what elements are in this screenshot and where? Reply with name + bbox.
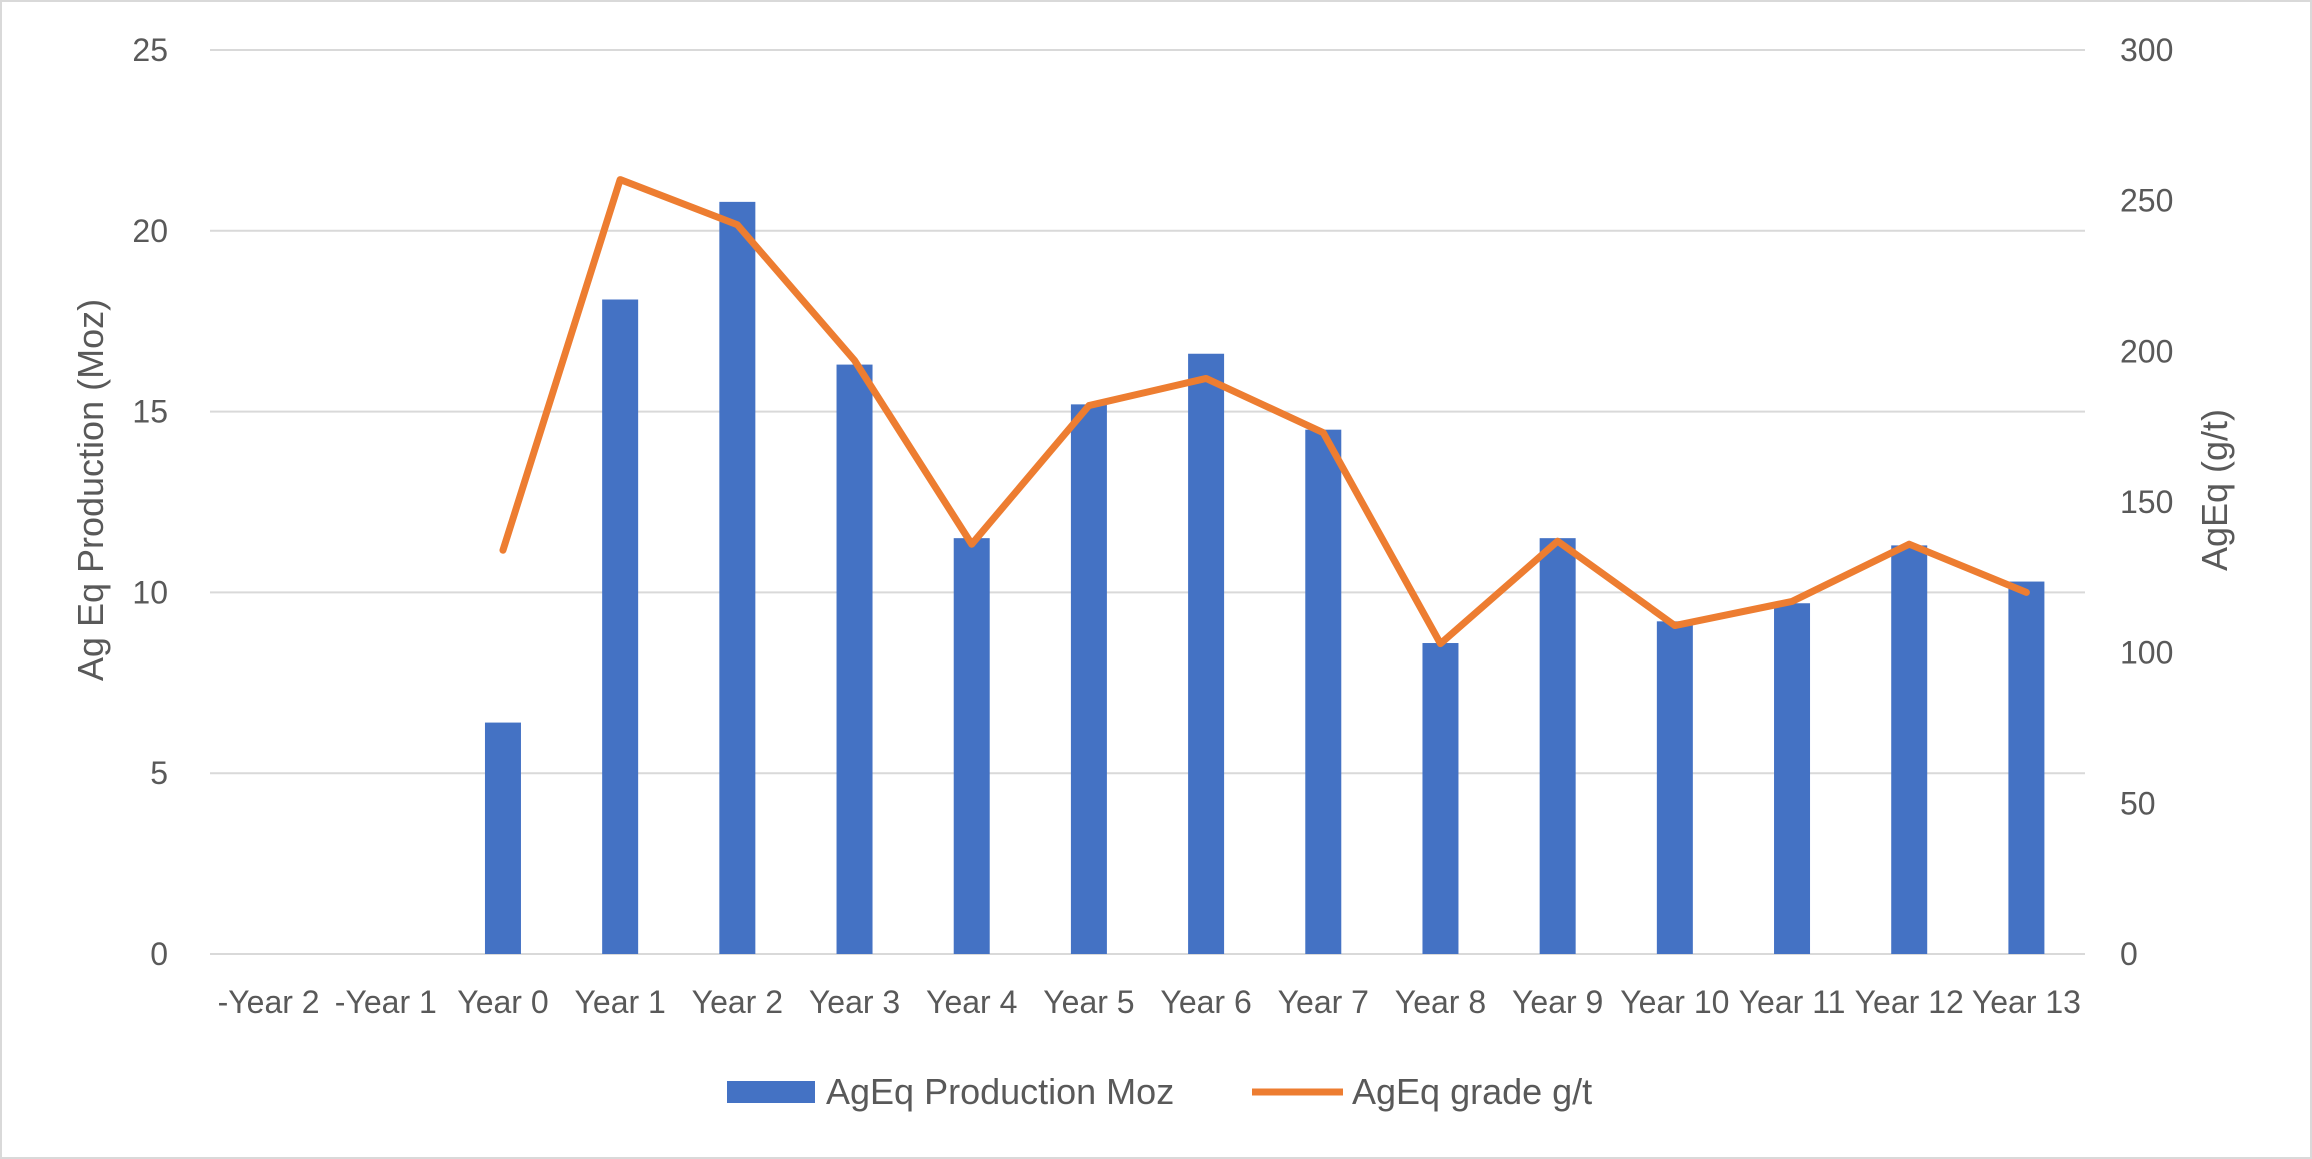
x-tick-label: -Year 2 bbox=[218, 984, 320, 1020]
x-tick-label: Year 7 bbox=[1278, 984, 1369, 1020]
x-tick-label: -Year 1 bbox=[335, 984, 437, 1020]
x-axis-ticks: -Year 2 -Year 1 Year 0 Year 1 Year 2 Year 3 Ye… bbox=[218, 984, 2081, 1020]
x-tick-label: Year 12 bbox=[1855, 984, 1964, 1020]
legend-swatch-production bbox=[727, 1081, 815, 1103]
x-tick-label: Year 13 bbox=[1972, 984, 2081, 1020]
bar bbox=[1656, 621, 1693, 954]
y-left-tick-label: 20 bbox=[132, 213, 168, 249]
x-tick-label: Year 2 bbox=[692, 984, 783, 1020]
y-right-tick-label: 0 bbox=[2120, 936, 2138, 972]
legend-label-grade: AgEq grade g/t bbox=[1352, 1071, 1592, 1112]
bar bbox=[1422, 643, 1459, 954]
y-right-tick-label: 200 bbox=[2120, 333, 2173, 369]
y-left-tick-label: 25 bbox=[132, 32, 168, 68]
y-right-tick-label: 150 bbox=[2120, 484, 2173, 520]
x-tick-label: Year 9 bbox=[1512, 984, 1603, 1020]
bar bbox=[1188, 353, 1225, 954]
bar bbox=[1539, 538, 1576, 954]
bar bbox=[953, 538, 990, 954]
x-tick-label: Year 3 bbox=[809, 984, 900, 1020]
bar bbox=[719, 201, 756, 954]
x-tick-label: Year 5 bbox=[1043, 984, 1134, 1020]
bar bbox=[1305, 429, 1342, 954]
legend: AgEq Production Moz AgEq grade g/t bbox=[727, 1071, 1592, 1112]
y-axis-right-ticks: 0 50 100 150 200 250 300 bbox=[2120, 32, 2173, 972]
x-tick-label: Year 6 bbox=[1160, 984, 1251, 1020]
y-right-tick-label: 50 bbox=[2120, 785, 2156, 821]
x-tick-label: Year 0 bbox=[457, 984, 548, 1020]
bar bbox=[1774, 603, 1811, 954]
y-axis-right-title: AgEq (g/t) bbox=[2194, 409, 2235, 571]
bar bbox=[602, 299, 639, 954]
bar bbox=[1070, 404, 1107, 954]
y-axis-left-ticks: 0 5 10 15 20 25 bbox=[132, 32, 168, 972]
line-series-grade bbox=[499, 176, 2030, 648]
gridlines bbox=[210, 49, 2085, 955]
x-tick-label: Year 11 bbox=[1739, 984, 1846, 1020]
y-right-tick-label: 300 bbox=[2120, 32, 2173, 68]
y-right-tick-label: 100 bbox=[2120, 635, 2173, 671]
y-left-tick-label: 10 bbox=[132, 574, 168, 610]
y-left-tick-label: 15 bbox=[132, 394, 168, 430]
y-left-tick-label: 5 bbox=[150, 755, 168, 791]
x-tick-label: Year 1 bbox=[574, 984, 665, 1020]
bars-production bbox=[484, 201, 2045, 954]
x-tick-label: Year 4 bbox=[926, 984, 1017, 1020]
y-left-tick-label: 0 bbox=[150, 936, 168, 972]
bar bbox=[484, 722, 521, 954]
y-right-tick-label: 250 bbox=[2120, 183, 2173, 219]
y-axis-left-title: Ag Eq Production (Moz) bbox=[70, 299, 111, 681]
x-tick-label: Year 8 bbox=[1395, 984, 1486, 1020]
legend-label-production: AgEq Production Moz bbox=[826, 1071, 1174, 1112]
x-tick-label: Year 10 bbox=[1620, 984, 1729, 1020]
bar bbox=[836, 364, 873, 954]
line-grade bbox=[499, 176, 2030, 648]
bar bbox=[1891, 545, 1928, 954]
bar bbox=[2008, 581, 2045, 954]
